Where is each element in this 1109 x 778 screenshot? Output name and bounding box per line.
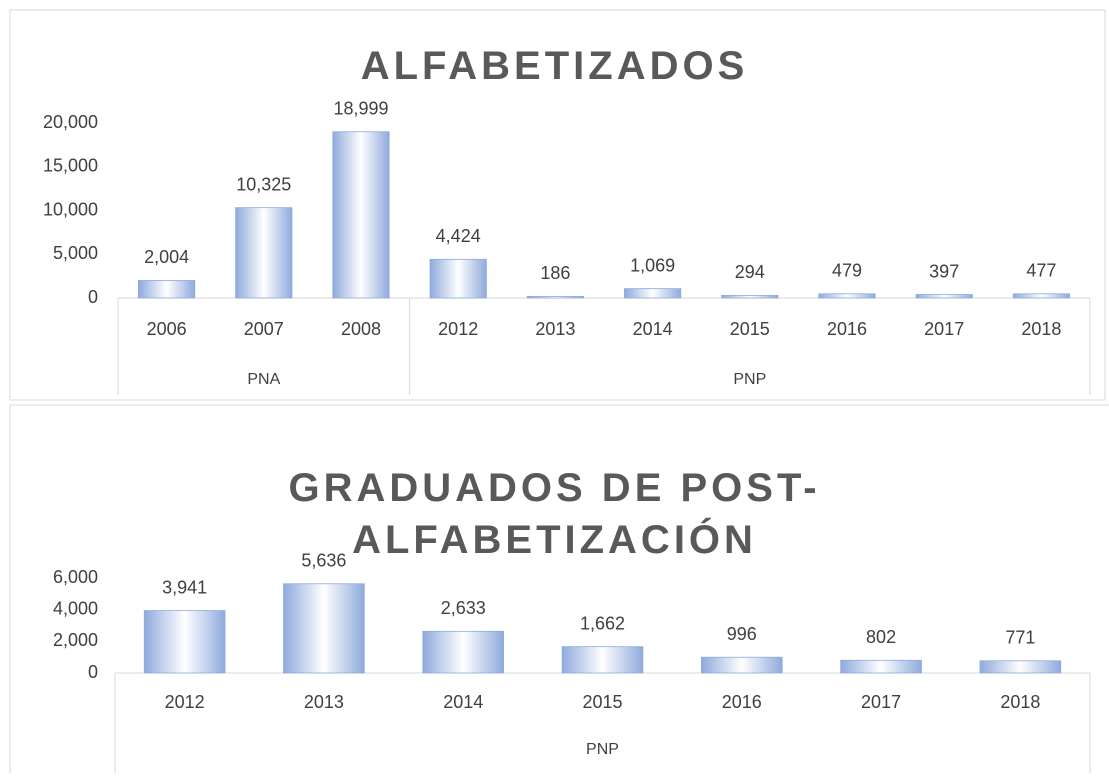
bar bbox=[235, 207, 293, 299]
y-tick-label: 10,000 bbox=[43, 199, 98, 219]
bar bbox=[624, 288, 682, 299]
x-tick-label: 2017 bbox=[924, 319, 964, 339]
bar bbox=[143, 610, 226, 674]
x-tick-label: 2014 bbox=[633, 319, 673, 339]
data-label: 4,424 bbox=[436, 226, 481, 246]
data-label: 996 bbox=[727, 624, 757, 644]
bar bbox=[429, 258, 487, 299]
x-tick-label: 2014 bbox=[443, 692, 483, 712]
group-label: PNA bbox=[247, 371, 280, 388]
x-tick-label: 2013 bbox=[535, 319, 575, 339]
x-tick-label: 2016 bbox=[722, 692, 762, 712]
x-tick-label: 2016 bbox=[827, 319, 867, 339]
y-tick-label: 20,000 bbox=[43, 112, 98, 132]
data-label: 18,999 bbox=[333, 99, 388, 119]
bar bbox=[283, 583, 365, 674]
x-tick-label: 2012 bbox=[165, 692, 205, 712]
chart-title-box: GRADUADOS DE POST-ALFABETIZACIÓN bbox=[288, 466, 821, 562]
x-tick-label: 2006 bbox=[147, 319, 187, 339]
x-tick-label: 2018 bbox=[1000, 692, 1040, 712]
chart-border bbox=[9, 9, 1106, 401]
bar bbox=[561, 646, 644, 674]
data-label: 771 bbox=[1005, 628, 1035, 648]
bar bbox=[840, 659, 922, 674]
data-label: 5,636 bbox=[301, 551, 346, 571]
data-label: 186 bbox=[540, 263, 570, 283]
group-label: PNP bbox=[586, 741, 619, 758]
y-tick-label: 2,000 bbox=[53, 630, 98, 650]
bar bbox=[979, 660, 1062, 674]
chart-border bbox=[9, 404, 1109, 773]
bar bbox=[700, 656, 783, 674]
bar bbox=[915, 294, 973, 299]
data-label: 2,633 bbox=[441, 598, 486, 618]
y-tick-label: 15,000 bbox=[43, 156, 98, 176]
y-tick-label: 6,000 bbox=[53, 567, 98, 587]
x-tick-label: 2015 bbox=[582, 692, 622, 712]
data-label: 2,004 bbox=[144, 247, 189, 267]
x-tick-label: 2008 bbox=[341, 319, 381, 339]
data-label: 397 bbox=[929, 261, 959, 281]
x-tick-label: 2018 bbox=[1021, 319, 1061, 339]
group-label: PNP bbox=[733, 371, 766, 388]
bar bbox=[721, 295, 779, 299]
x-tick-label: 2015 bbox=[730, 319, 770, 339]
bar bbox=[526, 295, 584, 299]
bar bbox=[1012, 293, 1070, 299]
data-label: 294 bbox=[735, 262, 765, 282]
bar bbox=[818, 293, 876, 299]
x-tick-label: 2013 bbox=[304, 692, 344, 712]
y-tick-label: 4,000 bbox=[53, 598, 98, 618]
x-tick-label: 2012 bbox=[438, 319, 478, 339]
data-label: 1,069 bbox=[630, 255, 675, 275]
chart-title: GRADUADOS DE POST-ALFABETIZACIÓN bbox=[288, 466, 821, 562]
y-tick-label: 0 bbox=[88, 287, 98, 307]
x-tick-label: 2007 bbox=[244, 319, 284, 339]
bar bbox=[332, 131, 390, 299]
bar bbox=[422, 630, 505, 674]
x-tick-label: 2017 bbox=[861, 692, 901, 712]
y-tick-label: 0 bbox=[88, 662, 98, 682]
y-tick-label: 5,000 bbox=[53, 243, 98, 263]
data-label: 1,662 bbox=[580, 613, 625, 633]
chart-title: ALFABETIZADOS bbox=[360, 44, 749, 88]
data-label: 3,941 bbox=[162, 577, 207, 597]
data-label: 10,325 bbox=[236, 174, 291, 194]
bar bbox=[138, 280, 196, 299]
data-label: 479 bbox=[832, 261, 862, 281]
data-label: 477 bbox=[1026, 261, 1056, 281]
data-label: 802 bbox=[866, 627, 896, 647]
chart-title-box: ALFABETIZADOS bbox=[360, 44, 749, 88]
